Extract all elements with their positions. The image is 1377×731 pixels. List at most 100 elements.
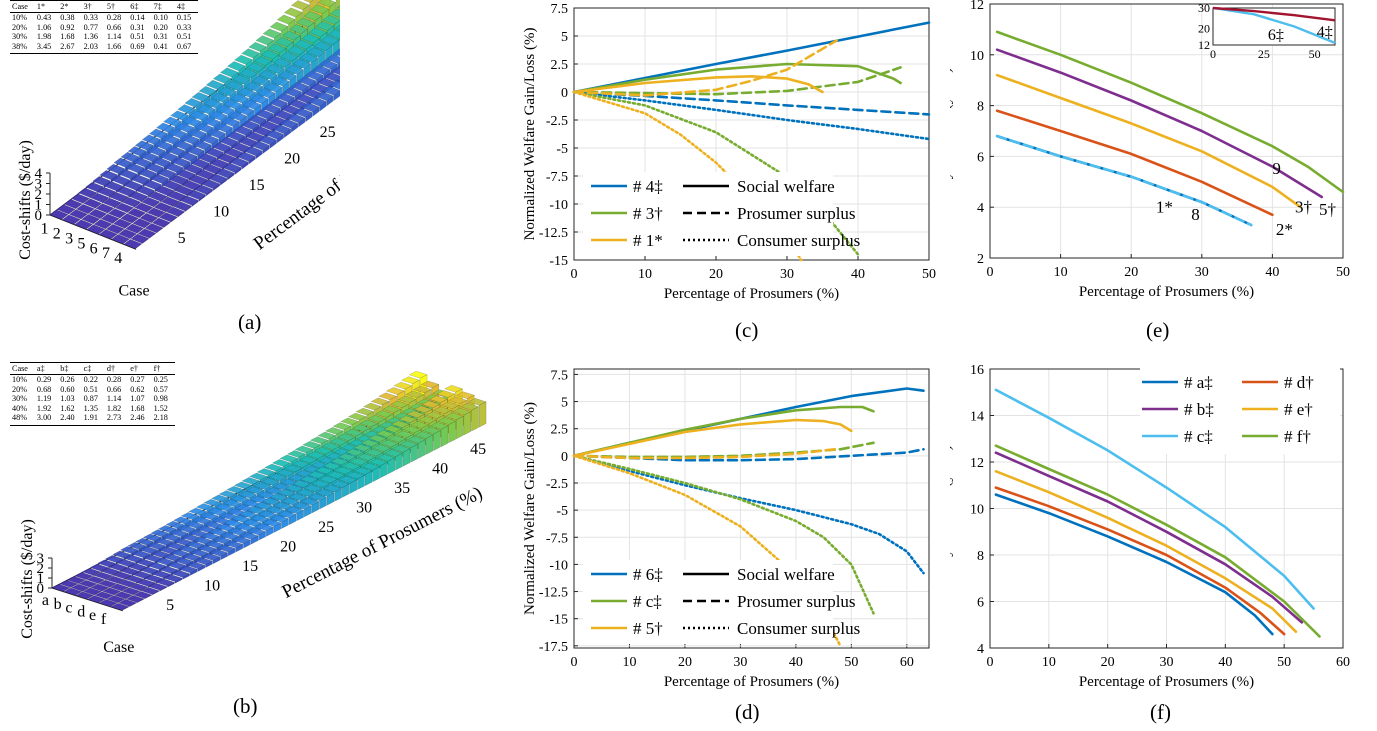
table-cell: 0.28 (106, 375, 122, 384)
panel-b: 0 1 2 3 Cost-shifts ($/day) 5 10 15 20 25 30 35 40 45… (0, 360, 500, 690)
bar-top (167, 191, 187, 202)
bar-top (187, 128, 207, 139)
bar-top (410, 421, 430, 429)
bar-top (148, 191, 168, 202)
bar-top (191, 158, 210, 169)
bar-top (99, 170, 118, 180)
y-axis-label: Normalized Welfare Gain/Loss (%) (522, 402, 538, 615)
bar-top (222, 162, 242, 173)
table-cell: 2.46 (130, 413, 145, 422)
bar-top (352, 424, 371, 432)
bar-top (269, 98, 288, 108)
table-cell: 0.69 (130, 41, 145, 51)
bar-top (326, 471, 346, 479)
table-row: 38% 3.45 2.67 2.03 1.66 0.69 0.41 0.67 (10, 41, 199, 54)
x-tick-label: 20 (709, 267, 723, 282)
bar-top (170, 549, 190, 557)
y-tick-label: 2.5 (551, 423, 569, 438)
table-cell: 0.57 (153, 384, 168, 394)
bar-top (196, 169, 215, 180)
bar-top (143, 554, 163, 563)
bar-top (173, 140, 193, 151)
table-cell: 0.68 (36, 384, 52, 394)
bar-top (70, 583, 90, 592)
bar-top (225, 80, 244, 91)
x-tick-label: 50 (922, 267, 936, 282)
bar-top (205, 79, 225, 90)
bar-top (155, 557, 175, 566)
legend-label: # 4‡ (633, 177, 663, 196)
y-tick-label: -7.5 (546, 170, 568, 185)
bar-top (406, 435, 426, 444)
y-tick-label: 4 (977, 201, 984, 216)
bar-front (463, 411, 472, 436)
bar-top (167, 561, 186, 570)
bar-top (290, 81, 310, 92)
bar-top (120, 151, 140, 162)
bar-top (120, 213, 139, 224)
legend-label: # e† (1284, 400, 1313, 419)
bar-top (104, 555, 124, 563)
bar-top (156, 122, 175, 133)
bar-top (174, 185, 194, 196)
bar-top (408, 370, 428, 379)
bar-top (68, 209, 88, 220)
bar-top (242, 99, 262, 110)
bar-top (134, 202, 153, 213)
y-tick-label: 2 (977, 252, 984, 267)
x-axis-label: Percentage of Prosumers (%) (664, 674, 839, 690)
bar-top (374, 410, 394, 418)
bar-top (274, 37, 294, 47)
bar-top (158, 546, 178, 554)
bar-top (347, 412, 367, 421)
bar-top (444, 412, 464, 421)
bar-top (113, 157, 133, 168)
bar-top (290, 0, 310, 11)
bar-top (253, 482, 273, 490)
bar-top (330, 457, 349, 466)
bar-top (246, 62, 266, 73)
bar-top (211, 494, 230, 503)
table-cell: 1.19 (36, 394, 52, 403)
bar-top (281, 497, 300, 506)
bar-top (262, 28, 282, 39)
bar-top (209, 110, 228, 121)
bar-top (272, 124, 292, 135)
bar-top (271, 459, 291, 467)
table-row: 10% 0.43 0.38 0.33 0.28 0.14 0.10 0.15 (10, 13, 198, 23)
series-line-1 (994, 444, 1321, 638)
x-tick-label: 60 (1336, 655, 1350, 670)
bar-top (92, 176, 111, 186)
bar-top (105, 575, 125, 584)
panel-label-c: (c) (735, 318, 759, 342)
bar-top (207, 128, 226, 139)
bar-top (219, 67, 239, 78)
series-line-5 (994, 493, 1274, 636)
bar-top (379, 439, 399, 448)
bar-top (294, 445, 314, 454)
bar-top (151, 217, 171, 228)
bar-top (102, 197, 122, 208)
table-cell: 1.35 (83, 403, 98, 413)
bar-top (116, 559, 136, 567)
bar-top (315, 489, 335, 497)
bar-top (260, 49, 280, 60)
bar-top (142, 533, 162, 542)
case-tick-label: 3 (65, 230, 73, 247)
bar-top (224, 147, 244, 158)
z-tick-label: 4 (35, 166, 43, 182)
x-tick-label: 20 (284, 151, 300, 168)
bar-top (299, 475, 319, 484)
bar-top (286, 113, 306, 124)
inset-line-0 (1212, 6, 1336, 45)
series-line-7 (572, 39, 838, 97)
curve-annotation: 1* (1156, 197, 1173, 216)
bar-top (143, 179, 162, 190)
bar-top (397, 395, 417, 404)
case-axis (51, 587, 123, 612)
bar-top (212, 142, 232, 152)
x-tick-label: 0 (987, 655, 994, 670)
bar-top (123, 180, 143, 191)
bar-top (264, 463, 284, 472)
